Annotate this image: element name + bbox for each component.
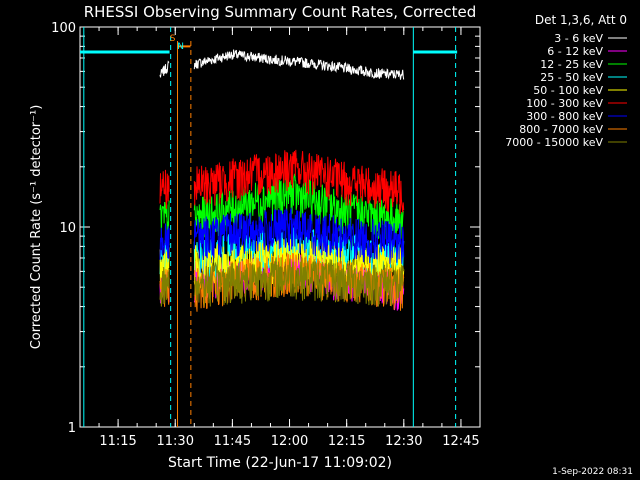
count-rate-series <box>159 49 405 312</box>
series-line <box>193 256 405 307</box>
y-tick-label: 100 <box>51 21 76 36</box>
legend-title: Det 1,3,6, Att 0 <box>535 13 627 27</box>
series-line <box>193 206 405 264</box>
chart-title: RHESSI Observing Summary Count Rates, Co… <box>84 3 477 21</box>
y-axis-label: Corrected Count Rate (s⁻¹ detector⁻¹) <box>29 105 44 350</box>
x-tick-label: 11:15 <box>99 434 136 449</box>
legend-label: 25 - 50 keV <box>540 71 603 84</box>
legend-label: 100 - 300 keV <box>526 97 603 110</box>
series-line <box>193 172 404 243</box>
series-line <box>193 238 405 290</box>
legend-label: 7000 - 15000 keV <box>505 136 603 149</box>
legend-label: 300 - 800 keV <box>526 110 603 123</box>
y-tick-label: 10 <box>59 221 76 236</box>
legend-label: 800 - 7000 keV <box>519 123 603 136</box>
y-tick-label: 1 <box>68 421 76 436</box>
series-line <box>193 149 405 215</box>
flag-label: S <box>170 34 176 44</box>
legend-label: 6 - 12 keV <box>547 45 603 58</box>
x-tick-label: 11:30 <box>157 434 194 449</box>
x-axis-label: Start Time (22-Jun-17 11:09:02) <box>168 455 392 471</box>
x-tick-label: 11:45 <box>214 434 251 449</box>
observing-intervals: SN <box>80 27 458 427</box>
series-line <box>159 266 170 307</box>
legend-label: 3 - 6 keV <box>554 32 603 45</box>
legend-label: 50 - 100 keV <box>533 84 603 97</box>
x-tick-label: 12:00 <box>271 434 308 449</box>
timestamp: 1-Sep-2022 08:31 <box>552 467 633 477</box>
series-line <box>193 49 405 80</box>
y-axis: 1 10 100 <box>51 21 480 436</box>
flag-label: N <box>177 42 184 52</box>
x-tick-label: 12:45 <box>442 434 479 449</box>
legend-label: 12 - 25 keV <box>540 58 603 71</box>
x-tick-label: 12:30 <box>385 434 422 449</box>
x-axis: 11:15 11:30 11:45 12:00 12:15 12:30 12:45 <box>79 27 481 449</box>
series-line <box>159 223 170 260</box>
series-line <box>159 169 170 209</box>
series-line <box>159 60 170 78</box>
x-tick-label: 12:15 <box>328 434 365 449</box>
